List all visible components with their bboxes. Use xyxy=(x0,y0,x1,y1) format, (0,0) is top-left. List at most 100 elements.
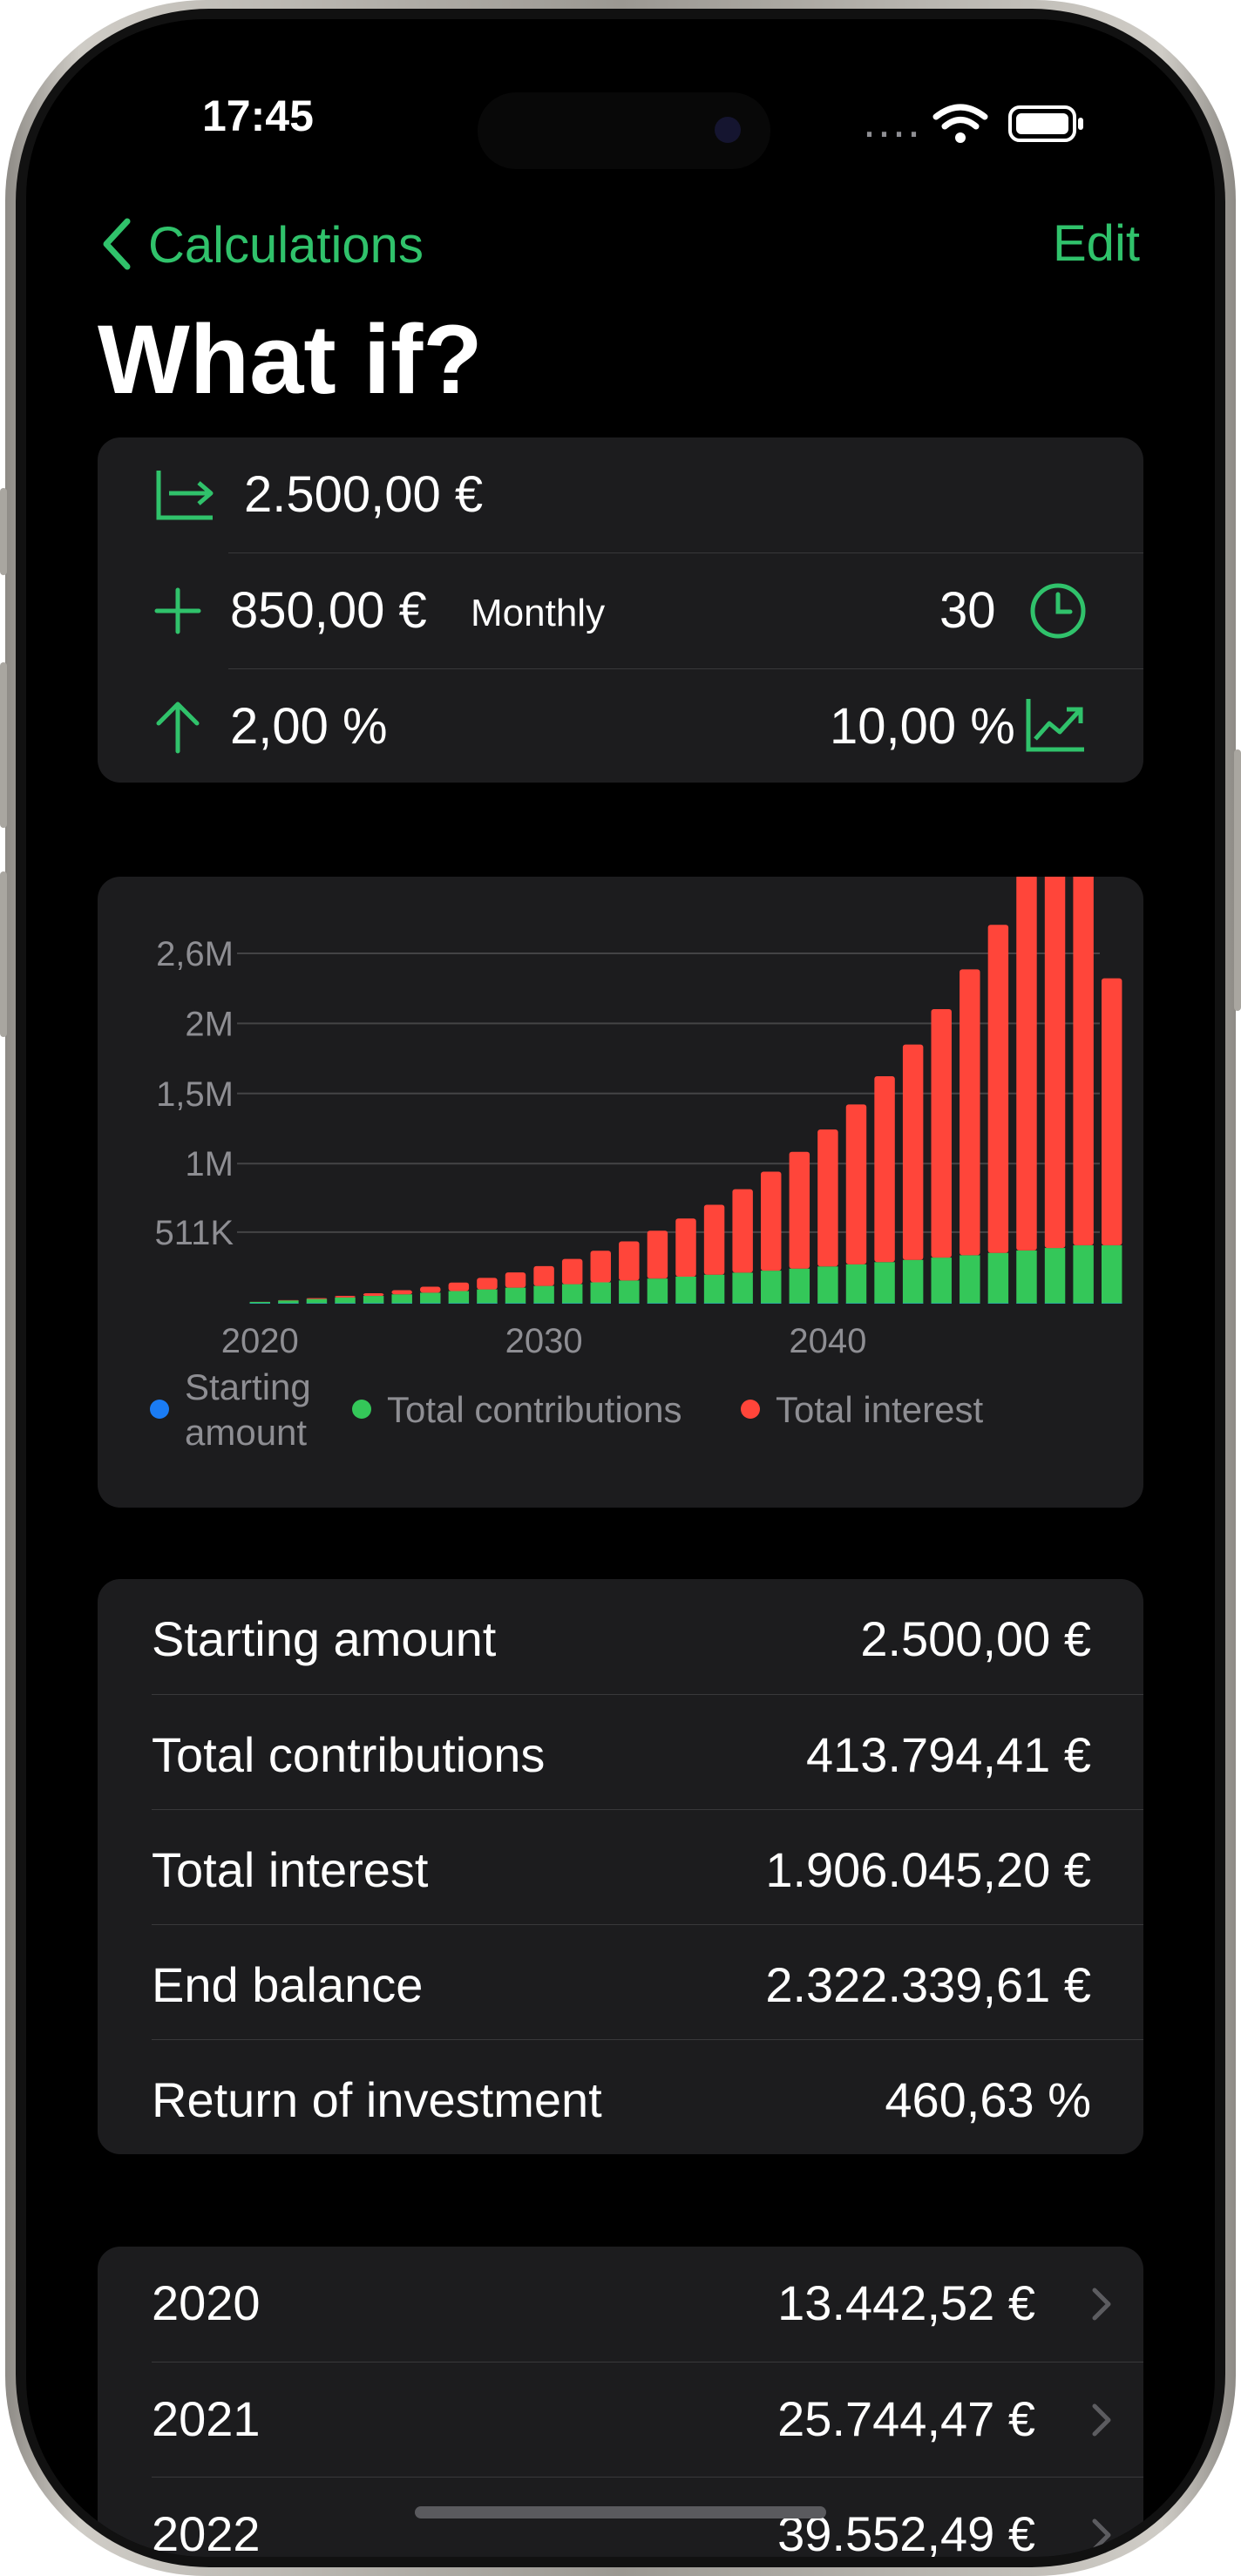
summary-label: Total contributions xyxy=(152,1727,546,1782)
bar-total-contributions xyxy=(448,1291,470,1304)
bar-total-contributions xyxy=(874,1262,895,1304)
legend-label-starting-2: amount xyxy=(185,1412,308,1453)
contribution-value: 850,00 € xyxy=(230,582,427,639)
bar-total-interest xyxy=(448,1282,470,1291)
bar-total-interest xyxy=(335,1296,356,1298)
chevron-right-icon xyxy=(1092,2518,1111,2552)
bar-total-contributions xyxy=(391,1294,412,1304)
summary-label: Starting amount xyxy=(152,1611,497,1666)
bar-total-contributions xyxy=(647,1278,668,1304)
bar-total-interest xyxy=(505,1272,526,1288)
divider xyxy=(152,1924,1143,1925)
bar-total-interest xyxy=(391,1290,412,1295)
screen: 17:45 .... Calculations Edit What if? 2.… xyxy=(26,19,1215,2557)
chart-card: 511K 1M 1,5M 2M 2,6M 2020 2030 2040 Starting am… xyxy=(98,877,1143,1508)
bar-total-interest xyxy=(1073,877,1094,1246)
starting-amount-row[interactable]: 2.500,00 € xyxy=(98,437,1143,552)
bar-total-contributions xyxy=(1016,1250,1037,1304)
bar-total-contributions xyxy=(533,1285,554,1304)
x-tick-label: 2030 xyxy=(505,1322,583,1360)
bar-total-interest xyxy=(306,1298,328,1299)
contribution-row[interactable]: 850,00 € Monthly 30 xyxy=(98,553,1143,668)
divider xyxy=(152,2039,1143,2040)
inputs-card: 2.500,00 € 850,00 € Monthly 30 2,00 % 10… xyxy=(98,437,1143,783)
bar-total-interest xyxy=(874,1076,895,1263)
arrow-up-icon xyxy=(156,702,200,754)
chevron-left-icon xyxy=(103,218,131,270)
y-tick-label: 2M xyxy=(185,1005,234,1043)
summary-label: End balance xyxy=(152,1957,424,2012)
edit-button[interactable]: Edit xyxy=(1053,215,1140,272)
x-tick-label: 2020 xyxy=(221,1322,299,1360)
bar-total-interest xyxy=(675,1218,696,1277)
summary-value: 2.500,00 € xyxy=(860,1611,1091,1666)
back-button[interactable]: Calculations xyxy=(78,202,479,281)
bar-total-interest xyxy=(845,1104,867,1264)
summary-row: Total contributions 413.794,41 € xyxy=(98,1695,1143,1810)
bar-total-contributions xyxy=(845,1264,867,1304)
summary-value: 413.794,41 € xyxy=(806,1727,1091,1782)
year-label: 2021 xyxy=(152,2391,261,2446)
summary-label: Return of investment xyxy=(152,2072,602,2127)
legend-dot-starting xyxy=(150,1400,169,1419)
bar-total-interest xyxy=(703,1204,725,1275)
interest-rate-value: 10,00 % xyxy=(830,698,1015,755)
bar-total-contributions xyxy=(761,1271,782,1304)
bar-total-interest xyxy=(960,969,980,1256)
years-list: 2020 13.442,52 € 2021 25.744,47 € 2022 3… xyxy=(98,2247,1143,2557)
bar-total-contributions xyxy=(249,1301,271,1304)
bar-total-contributions xyxy=(505,1287,526,1304)
legend-label-interest: Total interest xyxy=(776,1389,984,1430)
rates-row[interactable]: 2,00 % 10,00 % xyxy=(98,669,1143,783)
chart-trend-icon xyxy=(1026,699,1084,752)
year-label: 2020 xyxy=(152,2275,261,2330)
action-button xyxy=(0,488,7,575)
bar-total-interest xyxy=(561,1258,583,1285)
bar-total-contributions xyxy=(789,1268,810,1304)
bar-total-interest xyxy=(533,1265,554,1286)
bar-total-interest xyxy=(647,1230,668,1279)
bar-total-contributions xyxy=(817,1266,838,1304)
bar-total-contributions xyxy=(619,1280,640,1304)
bar-total-contributions xyxy=(675,1276,696,1304)
summary-row: Starting amount 2.500,00 € xyxy=(98,1579,1143,1694)
battery-icon xyxy=(1008,105,1083,142)
bar-total-interest xyxy=(902,1044,924,1260)
clock-icon xyxy=(1030,583,1086,639)
bar-total-contributions xyxy=(987,1252,1009,1304)
year-label: 2022 xyxy=(152,2506,261,2557)
bar-total-contributions xyxy=(732,1272,753,1304)
bar-total-interest xyxy=(619,1241,640,1281)
divider xyxy=(228,668,1143,669)
legend-dot-contributions xyxy=(352,1400,371,1419)
year-row[interactable]: 2021 25.744,47 € xyxy=(98,2362,1143,2478)
bar-total-contributions xyxy=(335,1297,356,1304)
bar-total-interest xyxy=(817,1129,838,1267)
bar-total-interest xyxy=(1101,978,1122,1246)
year-row[interactable]: 2020 13.442,52 € xyxy=(98,2247,1143,2362)
bar-total-contributions xyxy=(278,1300,299,1304)
bar-total-contributions xyxy=(931,1257,952,1304)
bar-total-contributions xyxy=(420,1292,441,1304)
legend-label-contributions: Total contributions xyxy=(387,1389,682,1430)
bar-total-contributions xyxy=(1044,1248,1066,1304)
plus-icon xyxy=(154,587,201,634)
summary-row: Return of investment 460,63 % xyxy=(98,2040,1143,2154)
summary-value: 2.322.339,61 € xyxy=(765,1957,1091,2012)
frequency-value[interactable]: Monthly xyxy=(471,592,606,634)
home-indicator xyxy=(415,2506,826,2518)
wifi-icon xyxy=(932,104,988,143)
bar-total-interest xyxy=(363,1293,384,1297)
bar-total-interest xyxy=(1044,877,1066,1249)
summary-label: Total interest xyxy=(152,1842,429,1897)
starting-amount-value: 2.500,00 € xyxy=(244,466,484,523)
start-arrow-icon xyxy=(156,471,214,520)
divider xyxy=(228,552,1143,553)
divider xyxy=(152,1809,1143,1810)
camera-dot xyxy=(715,117,741,143)
year-value: 25.744,47 € xyxy=(777,2391,1035,2446)
bar-total-interest xyxy=(1016,877,1037,1251)
chevron-right-icon xyxy=(1092,2403,1111,2437)
contribution-growth-value: 2,00 % xyxy=(230,698,388,755)
x-tick-label: 2040 xyxy=(789,1322,866,1360)
